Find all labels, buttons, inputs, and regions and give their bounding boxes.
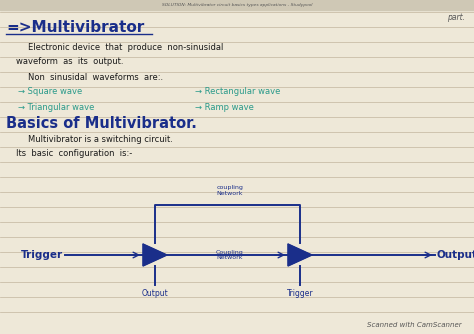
Text: → Rectangular wave: → Rectangular wave [195,88,281,97]
Text: Its  basic  configuration  is:-: Its basic configuration is:- [16,150,132,159]
Text: Output: Output [142,289,168,298]
Text: → Ramp wave: → Ramp wave [195,103,254,112]
Text: Coupling
Network: Coupling Network [216,249,244,261]
Text: Electronic device  that  produce  non-sinusidal: Electronic device that produce non-sinus… [28,43,223,52]
Text: Scanned with CamScanner: Scanned with CamScanner [367,322,462,328]
Text: Basics of Multivibrator.: Basics of Multivibrator. [6,117,197,132]
Text: → Square wave: → Square wave [18,88,82,97]
Polygon shape [288,244,312,266]
Text: Multivibrator is a switching circuit.: Multivibrator is a switching circuit. [28,136,173,145]
Text: waveform  as  its  output.: waveform as its output. [16,57,124,66]
Text: Trigger: Trigger [287,289,313,298]
Text: Output: Output [437,250,474,260]
Text: part.: part. [447,13,465,22]
Text: Trigger: Trigger [21,250,63,260]
Bar [0,0,474,10]
Text: =>Multivibrator: =>Multivibrator [6,20,144,35]
Polygon shape [143,244,167,266]
Text: SOLUTION: Multivibrator circuit basics types applications - Studypool: SOLUTION: Multivibrator circuit basics t… [162,3,312,7]
Text: coupling
Network: coupling Network [217,185,244,196]
Text: → Triangular wave: → Triangular wave [18,103,94,112]
Text: Non  sinusidal  waveforms  are:.: Non sinusidal waveforms are:. [28,72,163,81]
